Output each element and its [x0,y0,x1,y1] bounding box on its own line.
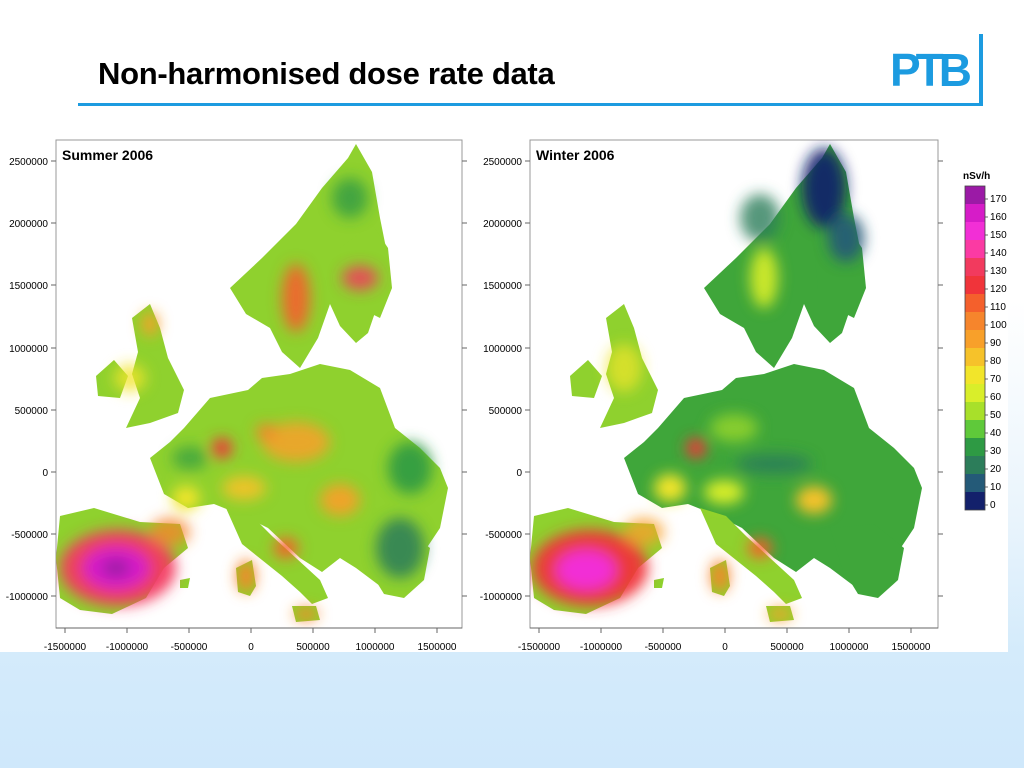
y-tick-label: 0 [42,468,48,479]
legend-swatch [965,420,985,438]
legend-swatch [965,402,985,420]
x-tick-label: 500000 [296,642,330,652]
ptb-logo-text: PTB [890,44,971,94]
region-ireland [570,360,602,398]
legend-label: 100 [990,320,1007,331]
legend-label: 160 [990,212,1007,223]
region-balkans [830,524,904,598]
y-tick-label: -1000000 [480,592,523,603]
x-tick-label: 0 [248,642,254,652]
legend-label: 10 [990,482,1002,493]
legend-swatches [964,185,986,511]
x-tick-label: 1000000 [830,642,869,652]
legend-label: 40 [990,428,1002,439]
legend-swatch [965,474,985,492]
legend-label: 150 [990,230,1007,241]
legend-label: 80 [990,356,1002,367]
title-underline [78,103,980,106]
y-tick-label: 500000 [489,406,523,417]
legend-label: 90 [990,338,1002,349]
legend-label: 50 [990,410,1002,421]
y-tick-label: 500000 [15,406,49,417]
map-summer-2006: Summer 2006 -1500000 -1000000 -500000 0 … [6,139,467,652]
logo-divider [979,34,983,106]
y-tick-label: 0 [516,468,522,479]
x-tick-label: 1500000 [892,642,931,652]
x-tick-label: -1500000 [518,642,561,652]
map-title-summer: Summer 2006 [62,147,153,163]
y-tick-label: 1500000 [9,281,48,292]
legend-label: 60 [990,392,1002,403]
legend-label: 70 [990,374,1002,385]
legend-label: 170 [990,194,1007,205]
region-mallorca [180,578,190,588]
region-mallorca [654,578,664,588]
legend-swatch [965,330,985,348]
x-tick-label: 0 [722,642,728,652]
color-legend: nSv/h 1701601501401301201101009080706050… [963,171,1007,511]
legend-label: 120 [990,284,1007,295]
legend-label: 30 [990,446,1002,457]
legend-swatch [965,294,985,312]
y-tick-label: -500000 [11,530,48,541]
legend-swatch [965,312,985,330]
x-tick-label: -1500000 [44,642,87,652]
ptb-logo: PTB [890,44,972,94]
x-tick-label: -500000 [645,642,682,652]
y-tick-label: 1000000 [9,344,48,355]
legend-swatch [965,204,985,222]
x-tick-label: 1500000 [418,642,457,652]
winter-map-landmass [530,144,922,622]
legend-label: 110 [990,302,1006,313]
summer-map-landmass [56,144,448,622]
y-tick-label: 2500000 [9,157,48,168]
y-tick-label: 1000000 [483,344,522,355]
winter-y-axis: 2500000 2000000 1500000 1000000 500000 0… [480,157,943,603]
x-tick-label: 500000 [770,642,804,652]
summer-y-axis: 2500000 2000000 1500000 1000000 500000 0… [6,157,467,603]
legend-swatch [965,492,985,510]
legend-swatch [965,222,985,240]
y-tick-label: 2000000 [9,219,48,230]
legend-label: 20 [990,464,1002,475]
legend-label: 0 [990,500,996,511]
y-tick-label: 2500000 [483,157,522,168]
winter-x-axis: -1500000 -1000000 -500000 0 500000 10000… [518,627,938,652]
map-title-winter: Winter 2006 [536,147,615,163]
x-tick-label: 1000000 [356,642,395,652]
y-tick-label: -1000000 [6,592,49,603]
y-tick-label: -500000 [485,530,522,541]
legend-swatch [965,438,985,456]
legend-swatch [965,348,985,366]
summer-x-axis: -1500000 -1000000 -500000 0 500000 10000… [44,627,462,652]
region-italy [700,508,802,604]
dose-rate-figure: Summer 2006 -1500000 -1000000 -500000 0 … [6,139,1007,652]
legend-swatch [965,276,985,294]
y-tick-label: 2000000 [483,219,522,230]
x-tick-label: -1000000 [580,642,623,652]
legend-unit: nSv/h [963,171,990,182]
legend-frame [964,185,986,511]
legend-swatch [965,240,985,258]
map-winter-2006: Winter 2006 -1500000 -1000000 -500000 0 … [480,139,943,652]
region-italy [226,508,328,604]
region-great-britain [126,304,184,428]
legend-swatch [965,258,985,276]
x-tick-label: -1000000 [106,642,149,652]
legend-label: 130 [990,266,1007,277]
legend-swatch [965,384,985,402]
figure-panel: Summer 2006 -1500000 -1000000 -500000 0 … [0,128,1008,652]
legend-labels: 1701601501401301201101009080706050403020… [985,194,1007,511]
y-tick-label: 1500000 [483,281,522,292]
legend-swatch [965,366,985,384]
legend-swatch [965,186,985,204]
slide-title: Non-harmonised dose rate data [98,56,555,91]
legend-label: 140 [990,248,1007,259]
x-tick-label: -500000 [171,642,208,652]
legend-swatch [965,456,985,474]
